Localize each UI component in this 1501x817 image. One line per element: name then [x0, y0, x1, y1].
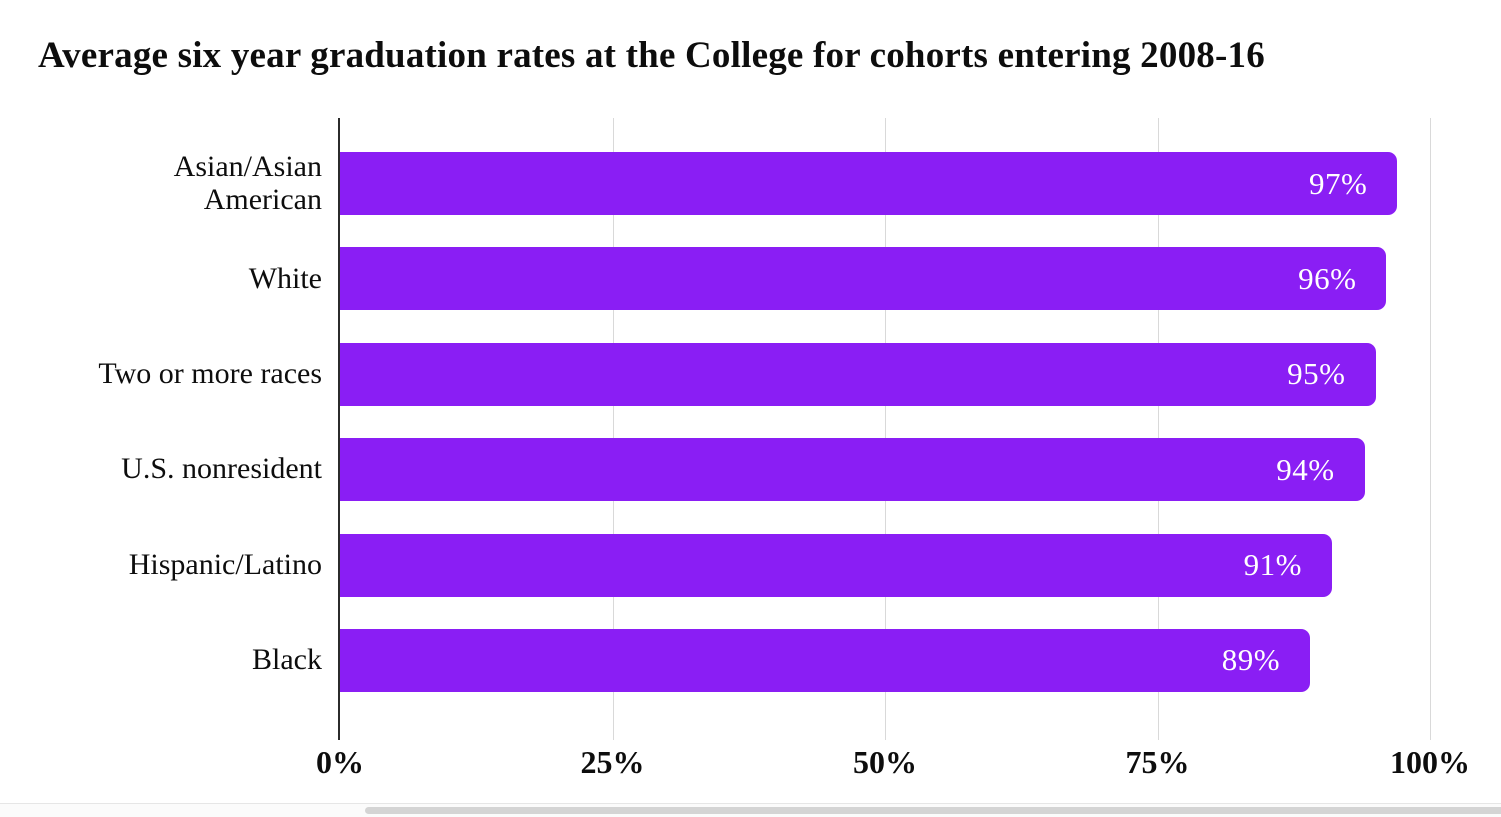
- bar-row: Two or more races 95%: [0, 342, 1501, 438]
- bar: 91%: [340, 533, 1332, 597]
- x-tick-label-75: 75%: [1125, 744, 1190, 780]
- bar: 94%: [340, 438, 1365, 502]
- bar-row: Asian/Asian American 97%: [0, 150, 1501, 247]
- bar-value-label: 89%: [1221, 642, 1281, 678]
- category-label: Hispanic/Latino: [128, 547, 322, 581]
- bar-value-label: 95%: [1287, 356, 1346, 392]
- category-label: Black: [252, 643, 322, 677]
- category-label: U.S. nonresident: [121, 452, 322, 486]
- bar-value-label: 94%: [1276, 451, 1335, 487]
- gridline-50: [885, 118, 886, 740]
- category-label: Asian/Asian American: [173, 150, 322, 216]
- bar-row: White 96%: [0, 247, 1501, 342]
- bar-row: U.S. nonresident 94%: [0, 438, 1501, 533]
- x-tick-label-100: 100%: [1390, 744, 1470, 780]
- gridline-75: [1157, 118, 1159, 740]
- bar: 89%: [340, 628, 1311, 692]
- category-label: White: [248, 261, 322, 295]
- bar-value-label: 96%: [1298, 260, 1357, 296]
- x-tick-label-0: 0%: [316, 744, 364, 780]
- horizontal-scrollbar-thumb[interactable]: [365, 807, 1501, 814]
- bar-row: Black 89%: [0, 628, 1501, 724]
- bar-value-label: 97%: [1308, 165, 1368, 201]
- bar: 96%: [340, 247, 1387, 311]
- gridline-100: [1430, 118, 1431, 740]
- bar-value-label: 91%: [1243, 547, 1302, 583]
- y-axis-line: [338, 118, 340, 740]
- bar-rows: Asian/Asian American 97% White 96% Two or mo…: [0, 150, 1501, 724]
- category-label: Two or more races: [98, 357, 322, 391]
- horizontal-scrollbar-track: [0, 803, 1501, 817]
- x-tick-label-50: 50%: [853, 744, 917, 780]
- bar: 97%: [340, 152, 1398, 215]
- chart-title: Average six year graduation rates at the…: [38, 35, 1265, 76]
- bar: 95%: [340, 342, 1376, 406]
- x-tick-label-25: 25%: [580, 744, 645, 780]
- bar-row: Hispanic/Latino 91%: [0, 533, 1501, 629]
- gridline-25: [612, 118, 614, 740]
